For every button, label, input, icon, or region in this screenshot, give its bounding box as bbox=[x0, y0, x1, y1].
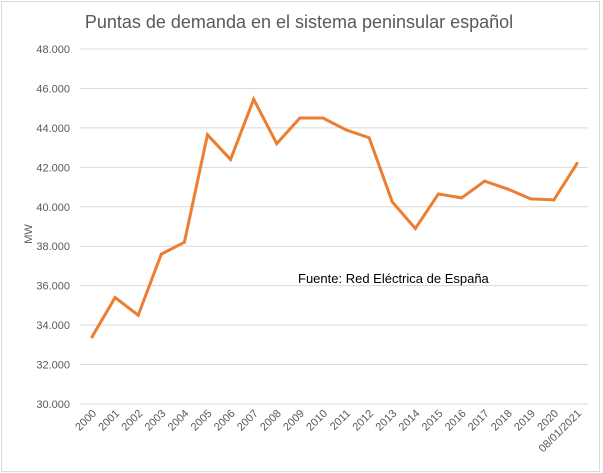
data-point bbox=[575, 161, 579, 165]
series-line bbox=[90, 95, 579, 338]
data-point bbox=[182, 240, 186, 244]
y-tick-label: 42.000 bbox=[36, 162, 70, 174]
x-tick-label: 2017 bbox=[466, 408, 492, 434]
y-tick-label: 40.000 bbox=[36, 202, 70, 214]
x-tick-label: 2006 bbox=[212, 408, 238, 434]
y-axis-label: MW bbox=[23, 224, 35, 244]
data-point bbox=[159, 252, 163, 256]
data-point bbox=[552, 198, 556, 202]
data-point bbox=[436, 192, 440, 196]
y-tick-label: 36.000 bbox=[36, 281, 70, 293]
x-tick-label: 2000 bbox=[73, 408, 99, 434]
data-point bbox=[90, 335, 94, 339]
data-point bbox=[529, 197, 533, 201]
x-tick-label: 2009 bbox=[281, 408, 307, 434]
x-tick-label: 2008 bbox=[258, 408, 284, 434]
y-tick-label: 30.000 bbox=[36, 399, 70, 411]
x-tick-label: 2002 bbox=[120, 408, 146, 434]
x-tick-label: 2012 bbox=[350, 408, 376, 434]
data-point bbox=[506, 187, 510, 191]
y-tick-label: 38.000 bbox=[36, 241, 70, 253]
y-tick-label: 32.000 bbox=[36, 360, 70, 372]
data-point bbox=[205, 133, 209, 137]
data-point bbox=[390, 200, 394, 204]
x-tick-label: 2013 bbox=[374, 408, 400, 434]
x-tick-label: 2004 bbox=[166, 408, 192, 434]
x-tick-label: 2005 bbox=[189, 408, 215, 434]
data-point bbox=[344, 128, 348, 132]
source-annotation: Fuente: Red Eléctrica de España bbox=[298, 271, 490, 286]
x-tick-label: 2003 bbox=[143, 408, 169, 434]
data-point bbox=[413, 226, 417, 230]
data-point bbox=[367, 136, 371, 140]
x-tick-label: 2015 bbox=[420, 408, 446, 434]
data-point bbox=[229, 157, 233, 161]
data-point bbox=[321, 116, 325, 120]
data-point bbox=[275, 142, 279, 146]
x-tick-label: 2018 bbox=[489, 408, 515, 434]
x-tick-label: 2016 bbox=[443, 408, 469, 434]
chart-title: Puntas de demanda en el sistema peninsul… bbox=[85, 12, 513, 32]
x-tick-label: 2019 bbox=[512, 408, 538, 434]
x-tick-label: 2001 bbox=[96, 408, 122, 434]
y-tick-label: 48.000 bbox=[36, 44, 70, 56]
x-tick-label: 2014 bbox=[397, 408, 423, 434]
data-point bbox=[113, 296, 117, 299]
y-tick-label: 34.000 bbox=[36, 320, 70, 332]
data-point bbox=[483, 179, 487, 183]
data-point bbox=[298, 116, 302, 120]
x-tick-label: 2010 bbox=[304, 408, 330, 434]
y-tick-label: 44.000 bbox=[36, 123, 70, 135]
x-tick-label: 2011 bbox=[328, 408, 353, 433]
data-point bbox=[252, 97, 256, 101]
x-tick-label: 2007 bbox=[235, 408, 261, 434]
data-point bbox=[460, 196, 464, 200]
data-point bbox=[136, 313, 140, 317]
y-tick-label: 46.000 bbox=[36, 83, 70, 95]
